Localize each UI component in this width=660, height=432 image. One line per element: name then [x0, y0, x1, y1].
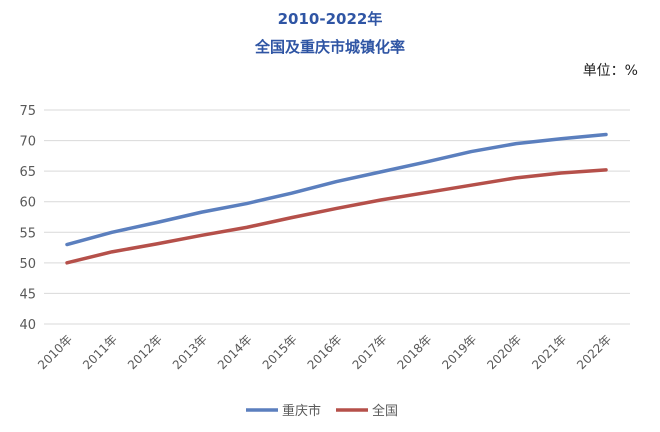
x-tick-label: 2021年 — [529, 332, 569, 372]
y-tick-label: 55 — [19, 226, 36, 241]
y-tick-label: 70 — [19, 135, 36, 150]
x-tick-label: 2012年 — [125, 332, 165, 372]
x-tick-label: 2020年 — [484, 332, 524, 372]
x-tick-label: 2014年 — [215, 332, 255, 372]
legend-label: 全国 — [372, 403, 398, 419]
x-tick-label: 2016年 — [305, 332, 345, 372]
y-tick-label: 75 — [19, 104, 36, 119]
chart-subtitle: 全国及重庆市城镇化率 — [254, 38, 405, 56]
x-tick-label: 2011年 — [80, 332, 120, 372]
y-tick-label: 65 — [19, 165, 36, 180]
x-tick-label: 2017年 — [350, 332, 390, 372]
unit-label: 单位：% — [582, 63, 638, 79]
x-tick-label: 2019年 — [439, 332, 479, 372]
series-line-1 — [65, 132, 608, 247]
series-line-2 — [65, 168, 608, 265]
legend-label: 重庆市 — [282, 403, 321, 419]
x-tick-label: 2018年 — [394, 332, 434, 372]
y-tick-label: 60 — [19, 196, 36, 211]
y-tick-label: 40 — [19, 318, 36, 333]
y-tick-label: 50 — [19, 257, 36, 272]
x-tick-label: 2010年 — [35, 332, 75, 372]
x-tick-label: 2015年 — [260, 332, 300, 372]
y-tick-label: 45 — [19, 287, 36, 302]
x-tick-label: 2013年 — [170, 332, 210, 372]
chart-title: 2010-2022年 — [277, 10, 383, 28]
x-tick-label: 2022年 — [574, 332, 614, 372]
